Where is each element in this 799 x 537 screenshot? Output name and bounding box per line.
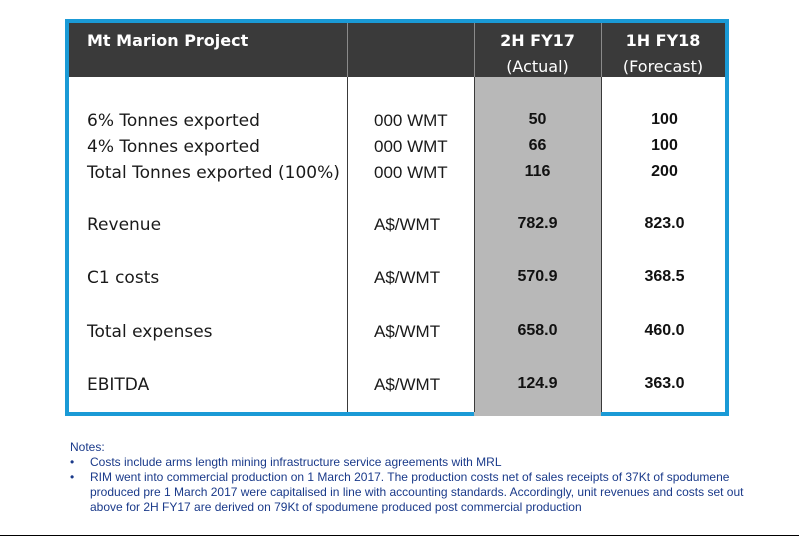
column-header-forecast: 1H FY18 (Forecast) — [601, 23, 725, 77]
row-label: C1 costs — [87, 268, 160, 288]
row-unit: 000 WMT — [374, 163, 448, 182]
actual-column-shading — [474, 77, 601, 416]
row-label: 4% Tonnes exported — [87, 137, 260, 157]
column-header-actual: 2H FY17 (Actual) — [474, 23, 601, 77]
row-actual-value: 50 — [528, 111, 547, 128]
row-forecast-value: 460.0 — [644, 322, 685, 339]
row-unit: A$/WMT — [374, 322, 441, 341]
column-divider — [601, 77, 602, 412]
column-divider — [347, 77, 348, 412]
results-table: Mt Marion Project 2H FY17 (Actual) 1H FY… — [65, 19, 729, 416]
row-label: 6% Tonnes exported — [87, 111, 260, 131]
column-divider — [474, 77, 475, 412]
row-forecast-value: 200 — [651, 163, 678, 180]
column-header-forecast-type: (Forecast) — [622, 57, 704, 76]
row-actual-value: 124.9 — [517, 375, 558, 392]
notes-section: Notes: Costs include arms length mining … — [70, 440, 770, 515]
row-unit: 000 WMT — [374, 111, 448, 130]
row-unit: 000 WMT — [374, 137, 448, 156]
header-divider — [474, 23, 475, 77]
note-item: Costs include arms length mining infrast… — [70, 455, 770, 470]
row-forecast-value: 100 — [651, 111, 678, 128]
column-header-actual-type: (Actual) — [506, 57, 569, 76]
row-forecast-value: 823.0 — [644, 215, 685, 232]
header-divider — [347, 23, 348, 77]
notes-heading: Notes: — [70, 440, 105, 454]
row-label: Revenue — [87, 215, 162, 235]
row-actual-value: 570.9 — [517, 268, 558, 285]
row-forecast-value: 368.5 — [644, 268, 685, 285]
row-label: EBITDA — [87, 375, 150, 395]
row-forecast-value: 100 — [651, 137, 678, 154]
row-actual-value: 658.0 — [517, 322, 558, 339]
row-actual-value: 66 — [528, 137, 547, 154]
header-divider — [601, 23, 602, 77]
table-title: Mt Marion Project — [87, 31, 249, 50]
row-actual-value: 116 — [524, 163, 551, 180]
row-unit: A$/WMT — [374, 215, 441, 234]
table-row: Total expenses A$/WMT 658.0 460.0 — [69, 322, 725, 348]
row-forecast-value: 363.0 — [644, 375, 685, 392]
row-unit: A$/WMT — [374, 375, 441, 394]
row-label: Total expenses — [87, 322, 213, 342]
row-label: Total Tonnes exported (100%) — [87, 163, 340, 183]
row-actual-value: 782.9 — [517, 215, 558, 232]
bottom-rule — [0, 535, 799, 536]
table-row: Revenue A$/WMT 782.9 823.0 — [69, 215, 725, 241]
row-unit: A$/WMT — [374, 268, 441, 287]
table-row: EBITDA A$/WMT 124.9 363.0 — [69, 375, 725, 401]
table-header: Mt Marion Project 2H FY17 (Actual) 1H FY… — [69, 23, 725, 77]
column-header-actual-period: 2H FY17 — [500, 31, 575, 50]
table-row: 6% Tonnes exported 000 WMT 50 100 — [69, 111, 725, 137]
table-row: C1 costs A$/WMT 570.9 368.5 — [69, 268, 725, 294]
table-row: 4% Tonnes exported 000 WMT 66 100 — [69, 137, 725, 163]
notes-list: Costs include arms length mining infrast… — [70, 455, 770, 515]
table-row: Total Tonnes exported (100%) 000 WMT 116… — [69, 163, 725, 189]
column-header-forecast-period: 1H FY18 — [625, 31, 701, 50]
note-item: RIM went into commercial production on 1… — [70, 470, 770, 515]
